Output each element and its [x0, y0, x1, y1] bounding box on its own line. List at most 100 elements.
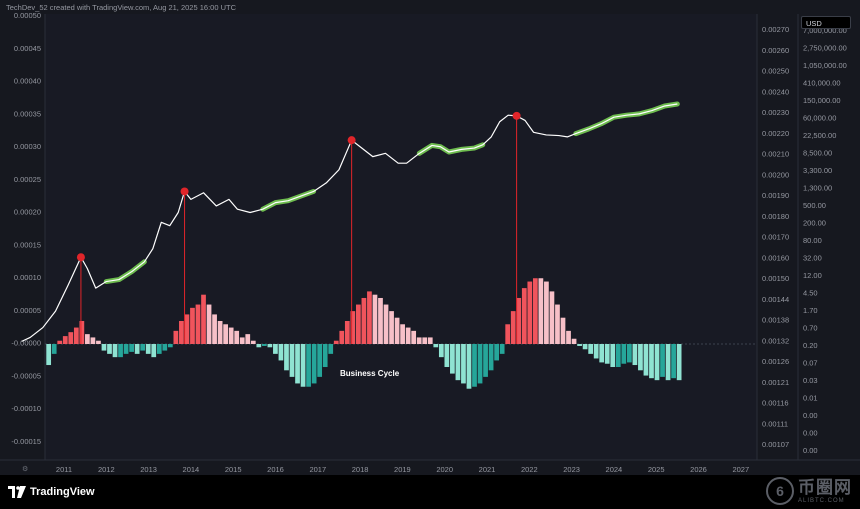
histogram-bar [604, 344, 610, 364]
histogram-bar [250, 340, 256, 344]
histogram-bar [544, 281, 549, 344]
x-tick-label: 2019 [394, 465, 411, 474]
histogram-bar [626, 344, 632, 363]
histogram-bar [455, 344, 461, 381]
histogram-bar [311, 344, 317, 384]
peak-marker [347, 136, 356, 145]
right-axis-tick-label: 60,000.00 [803, 114, 836, 123]
right-axis-tick-label: 7,000,000.00 [803, 26, 847, 35]
mid-axis-tick-label: 0.00132 [762, 336, 789, 345]
histogram-bar [184, 314, 190, 344]
left-axis-tick-label: 0.00010 [14, 273, 41, 282]
left-axis-tick-label: -0.00005 [11, 371, 41, 380]
left-axis-tick-label: 0.00020 [14, 208, 41, 217]
right-axis-tick-label: 1,050,000.00 [803, 61, 847, 70]
left-axis-tick-label: -0.00000 [11, 339, 41, 348]
histogram-bar [411, 330, 417, 344]
histogram-bar [615, 344, 621, 368]
histogram-bar [134, 344, 140, 354]
left-axis-tick-label: -0.00010 [11, 404, 41, 413]
histogram-bar [317, 344, 323, 377]
right-axis-tick-label: 8,500.00 [803, 149, 832, 158]
histogram-bar [538, 278, 544, 344]
histogram-bar [322, 344, 328, 368]
histogram-bar [68, 332, 74, 344]
histogram-bar [118, 344, 123, 358]
histogram-bar [212, 314, 217, 344]
left-axis-tick-label: 0.00025 [14, 175, 41, 184]
histogram-bar [273, 344, 278, 354]
histogram-bar [90, 337, 96, 344]
mid-axis-tick-label: 0.00190 [762, 191, 789, 200]
histogram-bar [57, 340, 63, 344]
histogram-bar [444, 344, 450, 368]
left-axis-tick-label: -0.00015 [11, 437, 41, 446]
histogram-bar [516, 297, 522, 344]
mid-axis-tick-label: 0.00144 [762, 295, 789, 304]
x-tick-label: 2012 [98, 465, 115, 474]
histogram-bar [494, 344, 499, 361]
right-axis-tick-label: 0.20 [803, 341, 818, 350]
x-tick-label: 2014 [183, 465, 200, 474]
histogram-bar [527, 281, 533, 344]
mid-axis-tick-label: 0.00107 [762, 440, 789, 449]
x-tick-label: 2021 [479, 465, 496, 474]
right-axis-tick-label: 0.03 [803, 376, 818, 385]
histogram-bar [228, 327, 234, 344]
histogram-bar [284, 344, 289, 371]
histogram-bar [261, 344, 267, 346]
x-tick-label: 2013 [140, 465, 157, 474]
histogram-bar [477, 344, 483, 384]
mid-axis-tick-label: 0.00138 [762, 316, 789, 325]
histogram-bar [450, 344, 455, 374]
right-axis-tick-label: 150,000.00 [803, 96, 841, 105]
right-axis-tick-label: 0.01 [803, 394, 818, 403]
x-tick-label: 2015 [225, 465, 242, 474]
histogram-bar [499, 344, 505, 354]
gear-icon[interactable]: ⚙ [22, 466, 29, 473]
left-axis-tick-label: 0.00030 [14, 142, 41, 151]
currency-tag[interactable]: USD [801, 16, 851, 29]
histogram-bar [46, 344, 52, 366]
histogram-bar [422, 337, 428, 344]
watermark: 6 币圈网 ALIBTC.COM [766, 477, 852, 505]
created-header: TechDev_52 created with TradingView.com,… [6, 3, 236, 12]
x-tick-label: 2016 [267, 465, 284, 474]
histogram-bar [466, 344, 472, 389]
histogram-bar [660, 344, 665, 377]
histogram-bar [400, 324, 405, 344]
histogram-bar [140, 344, 146, 351]
histogram-bar [206, 304, 212, 344]
histogram-bar [510, 311, 516, 344]
histogram-bar [671, 344, 676, 379]
x-tick-label: 2024 [606, 465, 623, 474]
left-axis-tick-label: 0.00035 [14, 109, 41, 118]
histogram-bar [339, 330, 345, 344]
histogram-bar [555, 304, 560, 344]
mid-axis-tick-label: 0.00210 [762, 150, 789, 159]
histogram-bar [245, 334, 251, 344]
histogram-bar [239, 337, 245, 344]
right-axis-tick-label: 3,300.00 [803, 166, 832, 175]
histogram-bar [156, 344, 162, 354]
histogram-bar [643, 344, 649, 376]
tradingview-logo[interactable]: TradingView [8, 486, 95, 498]
x-tick-label: 2018 [352, 465, 369, 474]
histogram-bar [416, 337, 422, 344]
histogram-bar [101, 344, 107, 351]
histogram-bar [367, 291, 372, 344]
histogram-bar [577, 344, 582, 346]
right-axis-tick-label: 1.70 [803, 306, 818, 315]
mid-axis-tick-label: 0.00121 [762, 378, 789, 387]
histogram-bar [73, 327, 79, 344]
histogram-bar [278, 344, 284, 361]
histogram-bar [256, 344, 262, 348]
histogram-bar [151, 344, 157, 358]
mid-axis-tick-label: 0.00200 [762, 170, 789, 179]
histogram-bar [217, 320, 223, 344]
histogram-bar [405, 327, 411, 344]
histogram-bar [234, 330, 240, 344]
histogram-bar [588, 344, 594, 354]
histogram-bar [195, 304, 201, 344]
